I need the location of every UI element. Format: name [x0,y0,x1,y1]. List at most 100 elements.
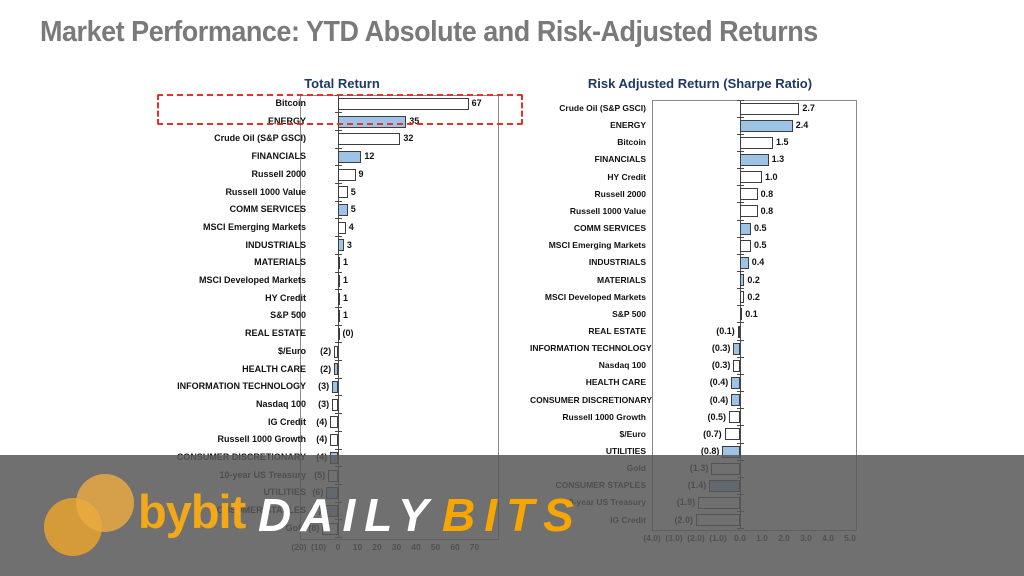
data-bar [740,291,745,304]
row-label: HY Credit [265,292,306,303]
row-label: HY Credit [607,171,646,182]
row-label: INDUSTRIALS [588,257,646,268]
axis-tick-mark [737,236,744,238]
axis-tick-mark [737,168,744,170]
axis-tick-mark [737,271,744,272]
data-value-label: 1.0 [765,171,778,182]
row-label: INDUSTRIALS [245,239,307,250]
bitcoin-highlight-box [157,94,523,125]
data-value-label: 35 [409,115,420,126]
data-value-label: 1 [342,310,348,321]
data-bar [338,257,340,270]
data-bar [737,325,740,338]
axis-tick-mark [335,377,342,379]
data-value-label: 0.1 [745,308,758,319]
chart-title-sharpe-ratio: Risk Adjusted Return (Sharpe Ratio) [587,76,813,91]
axis-tick-mark [335,129,342,131]
axis-tick-mark [737,99,744,101]
row-label: S&P 500 [612,308,646,319]
data-bar [338,97,469,110]
data-bar [731,376,740,389]
data-bar [338,292,340,305]
axis-tick-mark [335,253,342,255]
data-bar [740,136,773,149]
row-label: Nasdaq 100 [255,398,306,409]
row-label: Nasdaq 100 [598,360,646,371]
data-bar [740,102,800,115]
data-bar [740,222,751,235]
data-value-label: (3) [318,398,330,409]
data-value-label: 9 [358,168,364,179]
data-value-label: 0.2 [747,291,760,302]
row-label: HEALTH CARE [585,377,646,388]
data-bar [338,150,362,163]
row-label: Crude Oil (S&P GSCI) [559,103,646,113]
data-bar [338,327,340,340]
axis-tick-mark [737,425,744,427]
data-value-label: 1 [342,292,348,303]
axis-tick-mark [335,306,342,308]
axis-tick-mark [737,408,744,410]
chart-title-total-return: Total Return [304,76,380,91]
data-bar [330,416,338,429]
banner-daily-text: DAILY [258,489,438,541]
row-label: COMM SERVICES [573,223,646,234]
data-value-label: 67 [471,98,482,108]
data-value-label: 12 [364,151,375,162]
data-value-label: 32 [403,133,414,144]
data-value-label: 0.8 [760,188,774,199]
data-bar [740,308,743,321]
bybit-logo-circle-icon [76,474,134,532]
row-label: $/Euro [277,345,306,356]
data-value-label: (4) [316,416,328,427]
data-bar [332,381,338,394]
row-label: INFORMATION TECHNOLOGY [530,343,652,354]
axis-tick-mark [335,413,342,415]
data-value-label: (0.1) [716,325,735,336]
data-bar [740,256,749,269]
row-label: MSCI Developed Markets [544,291,646,302]
row-label: COMM SERVICES [229,204,306,215]
data-value-label: (0.5) [707,411,726,422]
data-value-label: 0.5 [754,240,767,251]
data-value-label: (0.8) [700,446,720,456]
row-label: CONSUMER DISCRETIONARY [530,394,652,405]
data-value-label: 3 [346,239,352,250]
row-label: MSCI Developed Markets [198,275,306,285]
axis-tick-mark [737,185,744,187]
data-bar [740,188,758,201]
data-bar [740,171,762,184]
data-value-label: (0.4) [709,394,729,405]
data-bar [740,205,758,218]
row-label: S&P 500 [270,310,306,321]
axis-tick-mark [335,183,342,184]
row-label: INFORMATION TECHNOLOGY [177,381,306,392]
axis-tick-mark [737,288,744,290]
data-value-label: 0.8 [760,205,774,216]
axis-tick-mark [335,342,342,344]
row-label: Russell 1000 Value [569,205,646,216]
axis-tick-mark [335,430,342,432]
axis-tick-mark [335,218,342,220]
axis-tick-mark [737,339,744,341]
data-bar [338,168,356,181]
page-title: Market Performance: YTD Absolute and Ris… [40,16,818,48]
row-label: REAL ESTATE [244,328,306,339]
data-value-label: 4 [348,221,354,232]
row-label: Bitcoin [617,137,646,148]
data-value-label: 1.3 [771,154,785,165]
bybit-banner: bybit DAILY BITS [0,455,1024,576]
row-label: MSCI Emerging Markets [202,221,306,232]
data-value-label: (0.3) [711,343,731,354]
data-value-label: 1 [342,275,348,285]
data-value-label: 0.5 [754,223,767,234]
data-bar [729,411,740,424]
axis-tick-mark [737,133,744,135]
axis-tick-mark [737,219,744,221]
row-label: UTILITIES [605,446,646,456]
data-bar [740,274,745,287]
data-bar [338,221,346,234]
data-value-label: 1 [342,257,348,268]
data-bar [338,274,340,287]
